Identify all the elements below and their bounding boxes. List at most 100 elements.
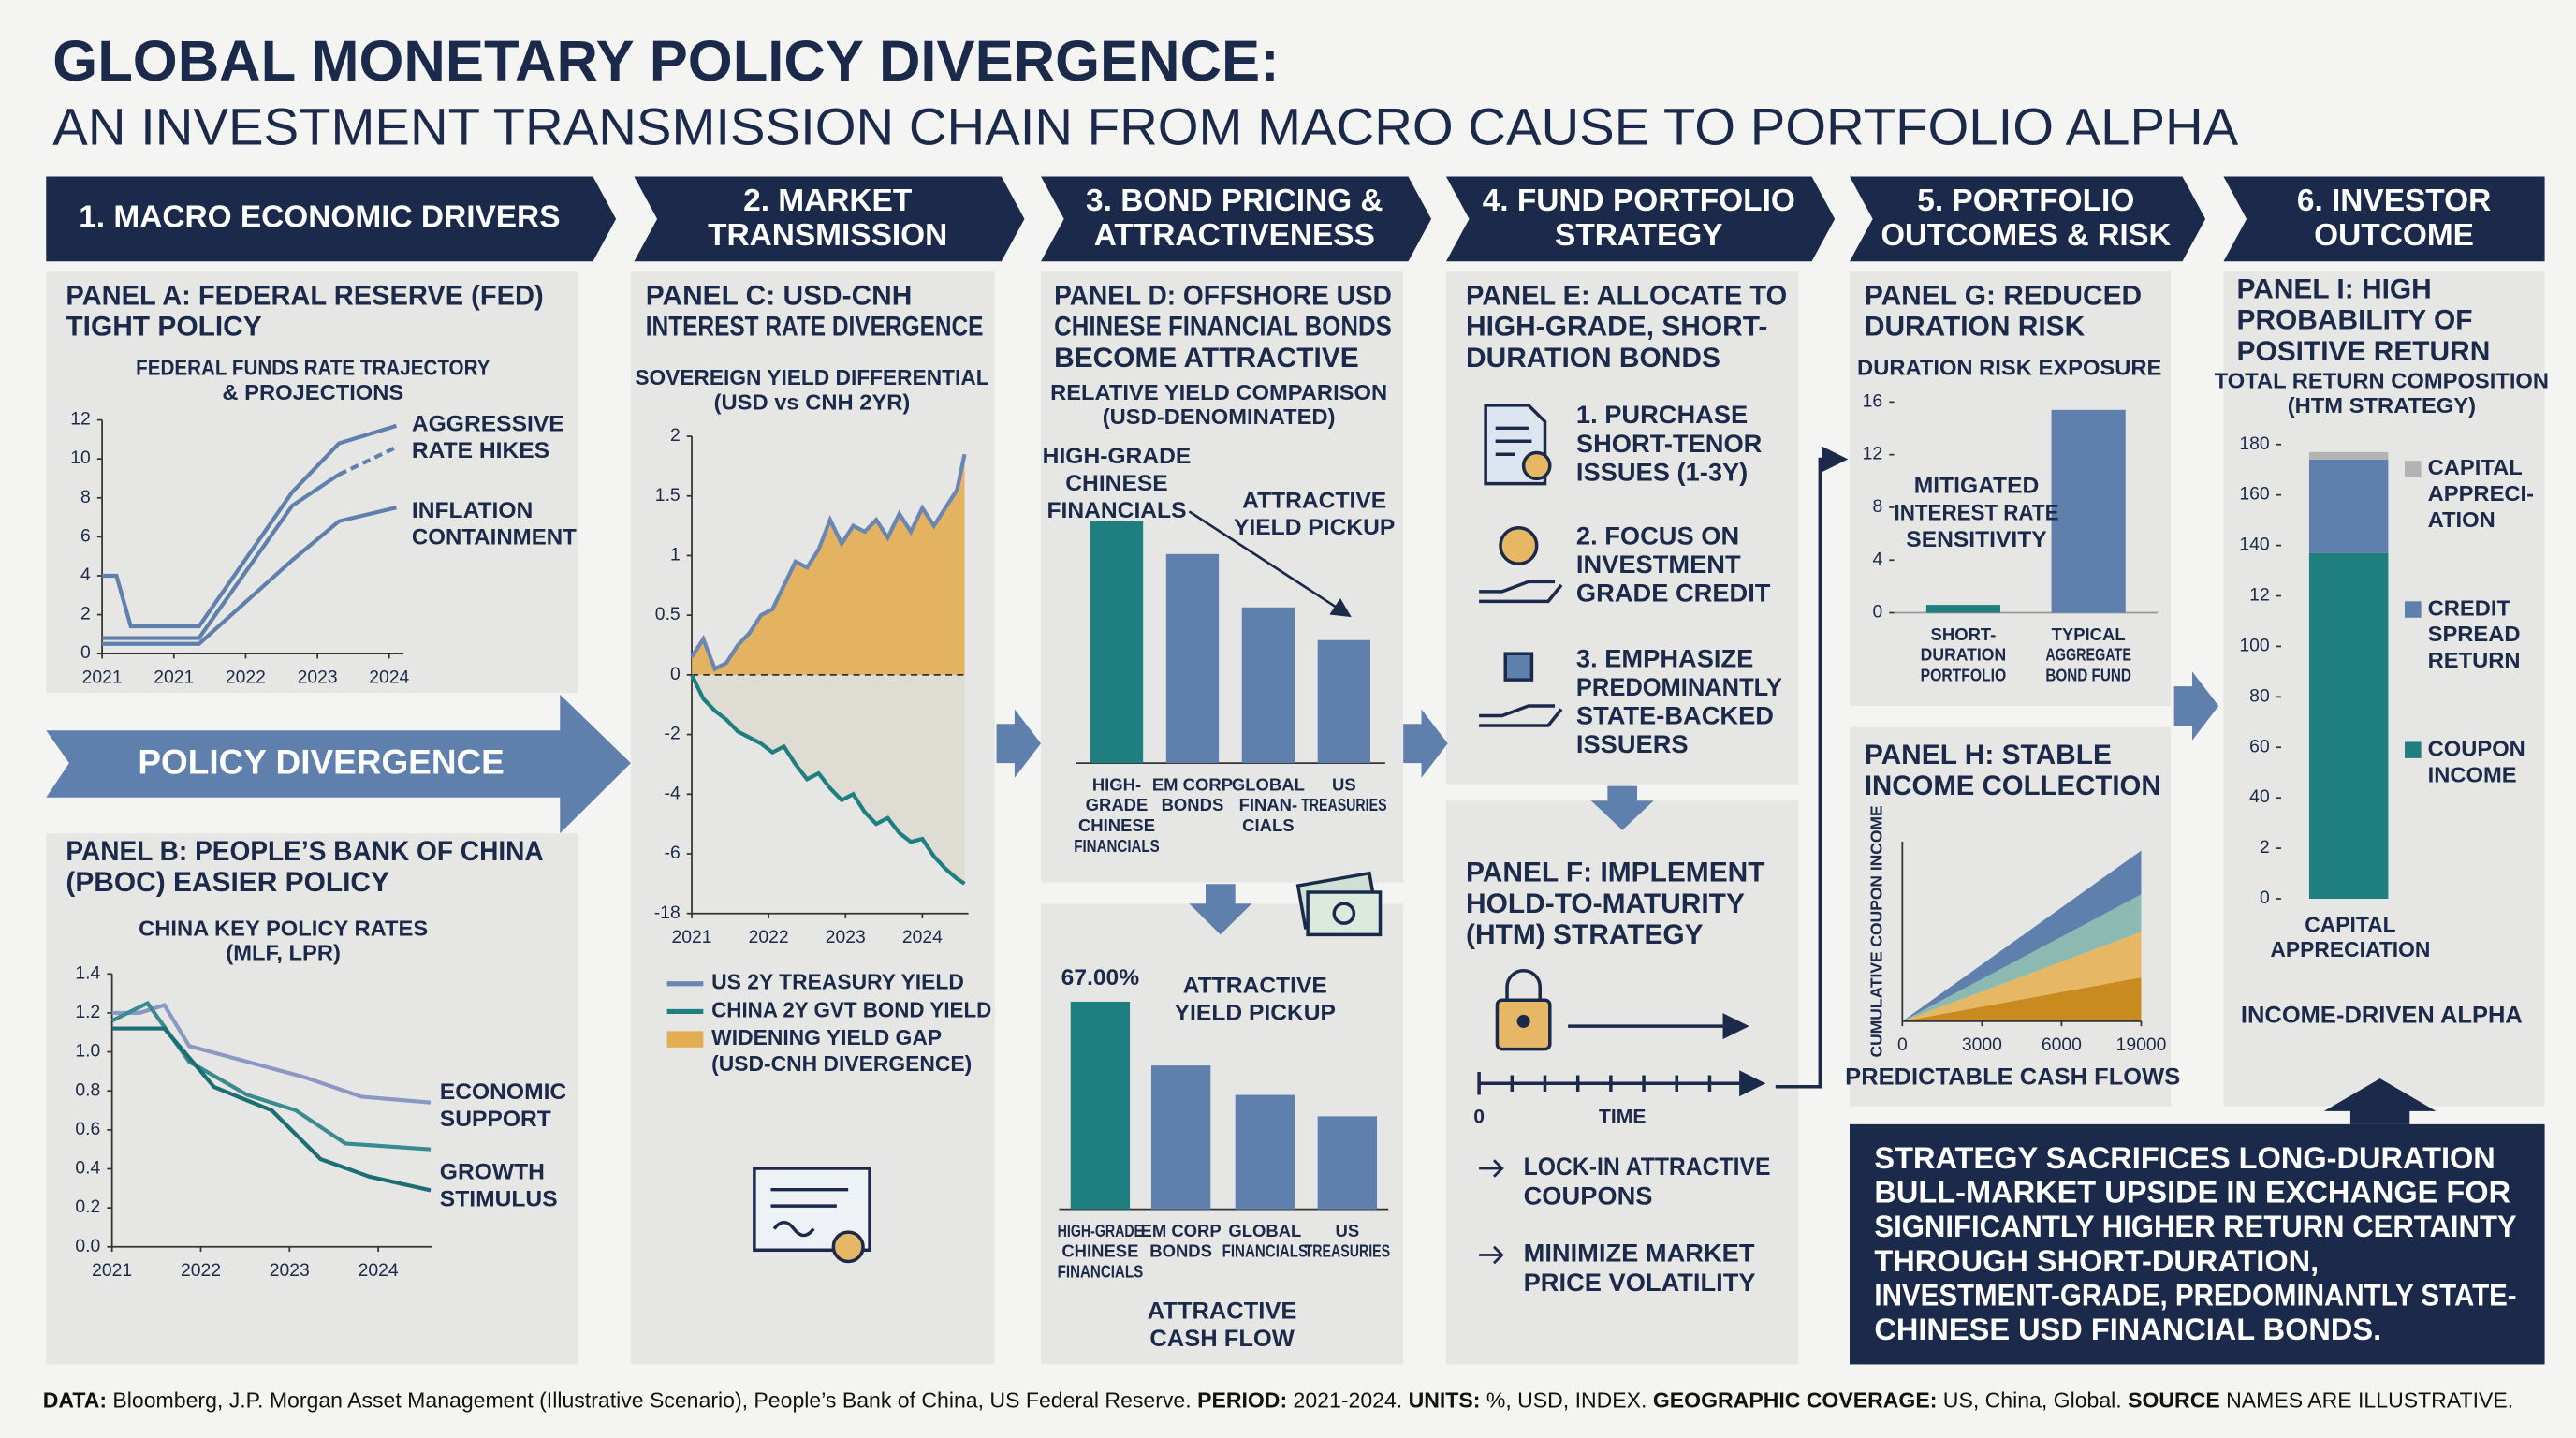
x-tick-label: GRADE [1086,795,1149,814]
x-tick-label: TYPICAL [2052,624,2126,644]
legend-swatch [2405,741,2422,758]
column-header-label: 3. BOND PRICING & [1086,183,1383,218]
footer-label: PERIOD: [1197,1389,1287,1414]
panel-title: HIGH-GRADE, SHORT- [1466,312,1767,343]
panel-b-bg [46,833,578,1365]
x-tick-label: US [1332,774,1356,794]
flow-arrows [996,671,2219,935]
footer-label: UNITS: [1409,1389,1481,1414]
footer-label: SOURCE [2128,1389,2220,1414]
panel-title: PROBABILITY OF [2237,305,2473,336]
timeline-label: TIME [1599,1107,1646,1128]
htm-bullet: LOCK-IN ATTRACTIVE [1524,1152,1771,1181]
panel-title: PANEL C: USD-CNH [646,281,913,312]
strategy-item: PREDOMINANTLY [1576,672,1782,701]
x-tick-label: US [1336,1221,1360,1240]
x-tick-label: HIGH- [1092,774,1141,794]
bar-segment [2308,451,2389,460]
bar-segment [2308,459,2389,553]
annotation: MITIGATED [1914,474,2040,499]
legend-label: US 2Y TREASURY YIELD [711,970,964,994]
y-tick-label: 2 [80,605,91,624]
legend-label: RETURN [2428,649,2521,673]
chart-title: SOVEREIGN YIELD DIFFERENTIAL [635,366,988,390]
panel-title: CHINESE FINANCIAL BONDS [1054,312,1392,343]
y-tick-label: 2 [670,426,681,446]
y-tick-label: 8 [80,488,91,507]
y-tick-label: 12 [2249,586,2270,606]
panel-title: (HTM) STRATEGY [1466,919,1704,950]
x-tick-label: SHORT- [1931,624,1997,644]
panel-title: INCOME COLLECTION [1865,770,2161,801]
x-tick-label: BONDS [1149,1241,1212,1261]
annotation: ATTRACTIVE [1242,488,1386,513]
y-tick-label: -6 [665,844,681,863]
panel-title: PANEL B: PEOPLE’S BANK OF CHINA [66,836,543,867]
flow-arrow [2174,671,2219,741]
y-tick-label: 10 [70,448,91,468]
column-header-label: 4. FUND PORTFOLIO [1483,183,1795,218]
x-tick-label: APPRECIATION [2270,937,2430,961]
line [102,423,398,629]
bar-segment [2308,552,2389,899]
panel-title: PANEL H: STABLE [1865,740,2112,770]
x-tick-label: 2021 [82,668,123,688]
pickup-arrow [1188,510,1352,618]
x-tick-label: CHINESE [1061,1241,1138,1261]
y-tick-label: -2 [665,725,681,744]
line [111,1026,432,1193]
column-header [1445,176,1836,262]
chart-title: CHINA KEY POLICY RATES [139,917,428,941]
chart-footer: CASH FLOW [1149,1326,1294,1352]
annotation: FINANCIALS [1046,498,1186,523]
area [1902,977,2142,1021]
chart-title: TOTAL RETURN COMPOSITION [2215,370,2549,394]
chart-footer: ATTRACTIVE [1148,1298,1297,1324]
callout-text: BULL-MARKET UPSIDE IN EXCHANGE FOR [1874,1176,2510,1210]
x-tick-label: 2024 [369,668,409,688]
legend-label: ATION [2428,508,2496,533]
column-header-label: 2. MARKET [743,183,912,218]
chart-title: (USD-DENOMINATED) [1103,405,1336,430]
x-tick-label: AGGREGATE [2045,645,2130,665]
x-tick-label: 6000 [2042,1035,2082,1055]
annotation: YIELD PICKUP [1234,515,1395,540]
chart-footer: PREDICTABLE CASH FLOWS [1845,1064,2180,1091]
y-tick-label: 140 [2239,536,2269,555]
strategy-item: ISSUES (1-3Y) [1576,457,1748,486]
strategy-item: SHORT-TENOR [1576,429,1763,458]
legend-label: SPREAD [2428,623,2521,647]
document-icon [1484,404,1552,486]
line [110,1000,432,1152]
x-tick-label: EM CORP [1152,774,1233,794]
strategy-item: GRADE CREDIT [1576,579,1771,608]
x-tick-label: 2021 [672,928,712,947]
y-tick-label: 1.4 [75,963,100,983]
x-tick-label: 19000 [2116,1035,2167,1055]
line [102,506,397,646]
flow-arrow-down [1189,884,1252,935]
chart-title: (USD vs CNH 2YR) [714,390,911,415]
legend-label: CREDIT [2428,596,2511,621]
panel-title: BECOME ATTRACTIVE [1054,343,1359,374]
legend-label: CHINA 2Y GVT BOND YIELD [711,998,991,1022]
x-tick-label: GLOBAL [1228,1221,1301,1240]
x-tick-label: 2021 [92,1261,132,1281]
y-tick-label: 0.2 [75,1197,100,1217]
annotation: CONTAINMENT [412,525,577,550]
panel-title: PANEL D: OFFSHORE USD [1054,281,1392,312]
callout-text: THROUGH SHORT-DURATION, [1874,1244,2319,1278]
x-tick-label: 2021 [154,668,194,688]
y-tick-label: 0.8 [75,1080,100,1100]
column-header [46,176,617,262]
htm-bullet: MINIMIZE MARKET [1524,1239,1755,1268]
bar [1165,553,1220,764]
y-tick-label: 0.6 [75,1120,100,1139]
y-tick-label: 100 [2239,637,2269,656]
x-tick-label: 0 [1897,1035,1908,1055]
chart-title: RELATIVE YIELD COMPARISON [1050,381,1387,405]
x-tick-label: 2024 [359,1261,399,1281]
area [692,674,965,884]
callout-text: CHINESE USD FINANCIAL BONDS. [1874,1313,2381,1346]
